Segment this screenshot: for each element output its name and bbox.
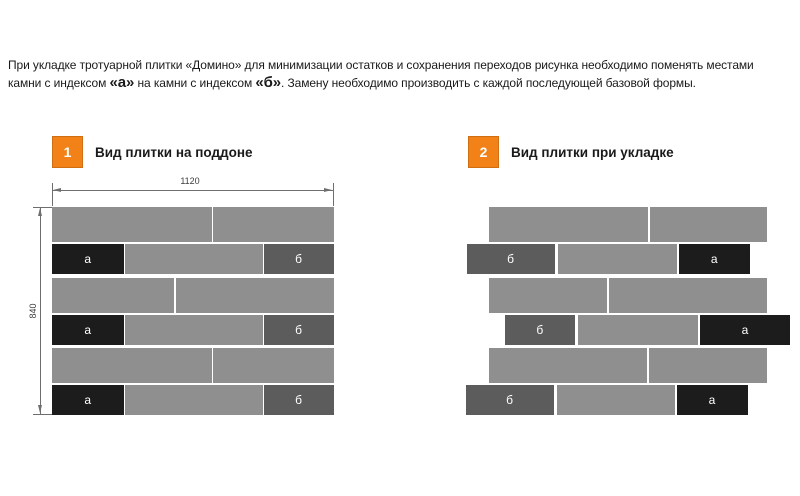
- ext-line-height-top: [33, 207, 52, 208]
- intro-text: При укладке тротуарной плитки «Домино» д…: [8, 56, 754, 92]
- tile-plain: [52, 207, 212, 242]
- tile-plain: [488, 207, 648, 242]
- tile-plain: [648, 348, 767, 383]
- tile-plain: [577, 315, 698, 345]
- tile-b: б: [465, 385, 554, 415]
- tile-plain: [488, 278, 607, 313]
- intro-line-2: камни с индексом «а» на камни с индексом…: [8, 74, 754, 92]
- tile-a: а: [700, 315, 790, 345]
- tile-plain: [125, 244, 263, 274]
- dim-arrow-height-bottom: [38, 405, 42, 413]
- tile-plain: [175, 278, 334, 313]
- section-1-title: Вид плитки на поддоне: [95, 144, 253, 160]
- dim-arrow-width-right: [324, 188, 332, 192]
- index-b-emphasis: «б»: [255, 74, 282, 91]
- tile-plain: [52, 278, 174, 313]
- tile-plain: [213, 207, 334, 242]
- dim-label-width: 1120: [180, 176, 200, 186]
- tile-plain: [125, 385, 263, 415]
- index-a-emphasis: «а»: [109, 74, 135, 91]
- tile-plain: [52, 348, 212, 383]
- intro-line-2-post: . Замену необходимо производить с каждой…: [281, 76, 696, 90]
- dim-arrow-width-left: [53, 188, 61, 192]
- dim-arrow-height-top: [38, 208, 42, 216]
- section-2-badge: 2: [468, 136, 499, 168]
- section-1-number: 1: [63, 144, 72, 160]
- tile-b: б: [504, 315, 575, 345]
- ext-line-width-right: [333, 183, 334, 206]
- section-2-title: Вид плитки при укладке: [511, 144, 674, 160]
- tile-b: б: [263, 244, 334, 274]
- tile-plain: [488, 348, 647, 383]
- tile-a: а: [52, 385, 124, 415]
- intro-line-2-pre: камни с индексом: [8, 76, 110, 90]
- tile-a: а: [678, 244, 750, 274]
- diagram-pallet-view: а б а б а б: [52, 207, 334, 415]
- tile-b: б: [466, 244, 555, 274]
- tile-a: а: [676, 385, 748, 415]
- tile-plain: [125, 315, 263, 345]
- tile-b: б: [263, 315, 334, 345]
- tile-a: а: [52, 315, 124, 345]
- diagram-laying-view: б а б а б а: [465, 207, 791, 415]
- tile-plain: [557, 244, 677, 274]
- section-2-number: 2: [479, 144, 488, 160]
- section-1-badge: 1: [52, 136, 83, 168]
- ext-line-height-bottom: [33, 414, 52, 415]
- intro-line-2-mid: на камни с индексом: [134, 76, 256, 90]
- tile-plain: [608, 278, 767, 313]
- tile-plain: [556, 385, 675, 415]
- tile-plain: [213, 348, 334, 383]
- ext-line-width-left: [52, 183, 53, 206]
- intro-line-1: При укладке тротуарной плитки «Домино» д…: [8, 58, 754, 72]
- dim-line-height: [40, 207, 41, 414]
- tile-b: б: [263, 385, 334, 415]
- dim-line-width: [52, 190, 333, 191]
- dim-label-height: 840: [28, 303, 38, 319]
- tile-a: а: [52, 244, 124, 274]
- tile-plain: [649, 207, 767, 242]
